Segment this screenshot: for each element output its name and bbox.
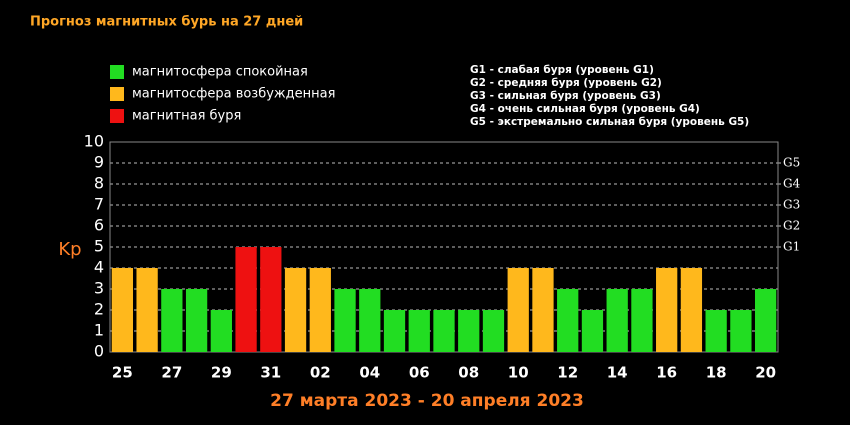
bar [284, 268, 307, 352]
x-tick-label: 10 [508, 364, 529, 382]
bar [458, 310, 480, 352]
bar [408, 310, 430, 352]
chart-title: Прогноз магнитных бурь на 27 дней [30, 15, 303, 30]
y-axis-label: Kp [58, 239, 81, 260]
x-tick-label: 16 [656, 364, 677, 382]
bar [359, 289, 381, 352]
x-tick-label: 31 [260, 364, 281, 382]
y-tick-label: 2 [94, 300, 104, 319]
y2-tick-label: G3 [783, 198, 800, 212]
legend-label: магнитосфера спокойная [132, 65, 308, 80]
y-tick-label: 6 [94, 216, 104, 235]
bar [136, 268, 158, 352]
y-tick-label: 7 [94, 195, 104, 214]
bar [606, 289, 628, 352]
y-tick-label: 9 [94, 153, 104, 172]
bar [705, 310, 727, 352]
bar [433, 310, 455, 352]
bar [730, 310, 752, 352]
bar [532, 268, 554, 352]
y2-tick-label: G4 [783, 177, 801, 191]
y-tick-label: 0 [94, 342, 104, 361]
y-tick-label: 3 [94, 279, 104, 298]
bar [260, 247, 282, 352]
storm-level: G5 - экстремально сильная буря (уровень … [470, 116, 749, 128]
x-tick-label: 18 [706, 364, 727, 382]
y-tick-label: 10 [84, 132, 104, 151]
y2-tick-label: G2 [783, 219, 800, 233]
x-tick-label: 27 [161, 364, 182, 382]
storm-level: G4 - очень сильная буря (уровень G4) [470, 103, 700, 115]
x-tick-label: 25 [112, 364, 133, 382]
bar [754, 289, 777, 352]
y-tick-label: 4 [94, 258, 104, 277]
y-tick-label: 8 [94, 174, 104, 193]
legend-swatch [110, 109, 124, 123]
legend-swatch [110, 65, 124, 79]
x-tick-label: 29 [211, 364, 232, 382]
bar [309, 268, 331, 352]
x-axis-label: 27 марта 2023 - 20 апреля 2023 [270, 391, 584, 411]
bar [581, 310, 604, 352]
bar [161, 289, 183, 352]
storm-level: G2 - средняя буря (уровень G2) [470, 77, 662, 89]
bar [111, 268, 134, 352]
y-tick-label: 1 [94, 321, 104, 340]
storm-level: G1 - слабая буря (уровень G1) [470, 64, 654, 76]
storm-level: G3 - сильная буря (уровень G3) [470, 90, 661, 102]
x-tick-label: 12 [557, 364, 578, 382]
bar [235, 247, 257, 352]
bar [631, 289, 653, 352]
x-tick-label: 02 [310, 364, 331, 382]
y2-tick-label: G5 [783, 156, 800, 170]
bar [210, 310, 232, 352]
x-tick-label: 08 [458, 364, 479, 382]
y-tick-label: 5 [94, 237, 104, 256]
bar [383, 310, 406, 352]
bar [557, 289, 579, 352]
bar [482, 310, 505, 352]
bar [185, 289, 208, 352]
x-tick-label: 20 [755, 364, 776, 382]
bar [656, 268, 678, 352]
legend-label: магнитная буря [132, 109, 241, 124]
bar [334, 289, 356, 352]
x-tick-label: 06 [409, 364, 430, 382]
x-tick-label: 14 [607, 364, 628, 382]
bar [507, 268, 529, 352]
y2-tick-label: G1 [783, 240, 800, 254]
bar [680, 268, 703, 352]
x-tick-label: 04 [359, 364, 380, 382]
legend-label: магнитосфера возбужденная [132, 87, 335, 102]
legend-swatch [110, 87, 124, 101]
